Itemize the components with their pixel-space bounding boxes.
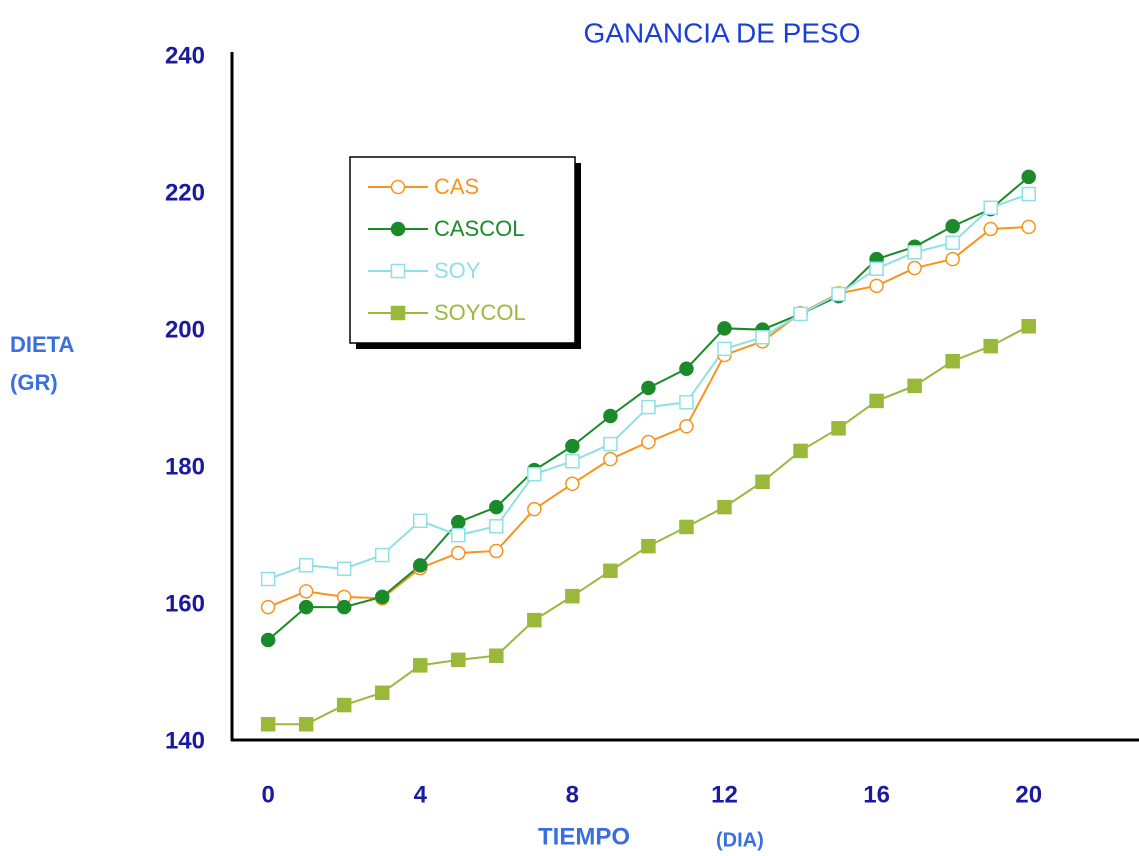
- marker: [641, 380, 656, 396]
- marker: [983, 221, 998, 237]
- marker: [390, 179, 406, 195]
- y-axis-label: (GR): [10, 370, 58, 395]
- marker: [1021, 319, 1036, 334]
- marker: [374, 547, 390, 563]
- marker: [336, 599, 352, 615]
- marker: [831, 421, 846, 436]
- x-tick-label: 12: [711, 781, 738, 808]
- marker: [374, 685, 390, 700]
- legend-label: CASCOL: [434, 216, 524, 241]
- marker: [298, 599, 314, 615]
- marker: [565, 438, 580, 454]
- marker: [412, 513, 428, 529]
- marker: [489, 499, 504, 515]
- marker: [641, 538, 656, 554]
- marker: [641, 434, 656, 450]
- x-axis-unit: (DIA): [716, 829, 764, 851]
- legend-label: SOY: [434, 258, 481, 283]
- marker: [679, 395, 694, 410]
- x-tick-label: 0: [261, 781, 274, 808]
- marker: [451, 514, 466, 530]
- x-tick-label: 4: [414, 781, 428, 808]
- marker: [1021, 219, 1036, 235]
- marker: [983, 338, 998, 354]
- marker: [907, 378, 922, 394]
- marker: [907, 245, 922, 260]
- marker: [260, 599, 276, 615]
- marker: [489, 648, 504, 663]
- marker: [793, 443, 808, 459]
- marker: [565, 476, 580, 492]
- marker: [831, 286, 846, 302]
- marker: [603, 408, 618, 424]
- marker: [717, 321, 732, 336]
- marker: [374, 589, 390, 605]
- marker: [390, 221, 406, 237]
- marker: [298, 584, 314, 599]
- marker: [412, 558, 428, 573]
- marker: [527, 501, 542, 517]
- marker: [869, 278, 884, 294]
- marker: [755, 329, 770, 345]
- marker: [717, 499, 732, 515]
- marker: [565, 453, 580, 469]
- marker: [390, 305, 406, 321]
- marker: [489, 519, 504, 534]
- y-tick-label: 140: [165, 727, 205, 754]
- marker: [336, 697, 352, 713]
- marker: [945, 353, 960, 369]
- marker: [565, 588, 580, 604]
- marker: [603, 451, 618, 467]
- marker: [451, 545, 466, 561]
- marker: [260, 716, 276, 732]
- x-tick-label: 20: [1015, 781, 1042, 808]
- marker: [983, 200, 998, 216]
- marker: [390, 263, 406, 279]
- marker: [945, 219, 960, 234]
- marker: [1021, 169, 1036, 185]
- marker: [679, 361, 694, 376]
- marker: [641, 399, 656, 415]
- marker: [489, 543, 504, 559]
- marker: [679, 519, 694, 535]
- marker: [755, 474, 770, 490]
- marker: [869, 261, 884, 276]
- y-tick-label: 160: [165, 590, 205, 617]
- marker: [679, 419, 694, 434]
- marker: [869, 393, 884, 409]
- x-tick-label: 8: [566, 781, 579, 808]
- marker: [717, 341, 732, 357]
- marker: [945, 251, 960, 267]
- marker: [603, 563, 618, 579]
- legend-label: CAS: [434, 174, 479, 199]
- y-axis-label: DIETA: [10, 332, 74, 357]
- marker: [603, 436, 618, 452]
- marker: [1021, 186, 1036, 202]
- chart-title: GANANCIA DE PESO: [584, 17, 861, 48]
- legend: CAS CASCOL SOY SOYCOL: [349, 156, 581, 349]
- y-tick-label: 240: [165, 42, 205, 69]
- marker: [945, 235, 960, 250]
- marker: [793, 306, 808, 322]
- marker: [451, 652, 466, 668]
- marker: [527, 466, 542, 482]
- marker: [298, 558, 314, 573]
- x-tick-label: 16: [863, 781, 890, 808]
- marker: [298, 716, 314, 732]
- marker: [907, 260, 922, 276]
- y-tick-label: 180: [165, 453, 205, 480]
- x-axis-label: TIEMPO: [538, 823, 630, 850]
- marker: [451, 527, 466, 543]
- marker: [412, 658, 428, 673]
- y-tick-label: 200: [165, 316, 205, 343]
- legend-label: SOYCOL: [434, 300, 526, 325]
- marker: [260, 571, 276, 587]
- marker: [527, 612, 542, 628]
- y-tick-label: 220: [165, 179, 205, 206]
- marker: [336, 561, 352, 576]
- marker: [260, 632, 276, 648]
